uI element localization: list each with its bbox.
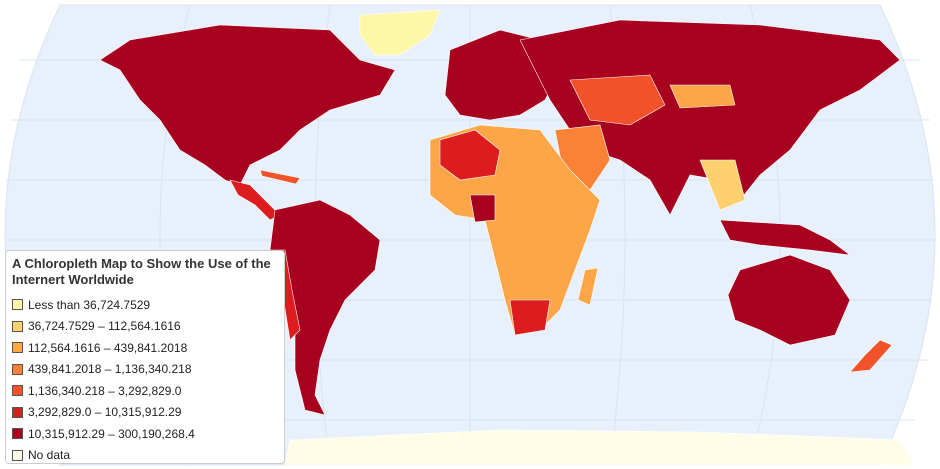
legend-items: Less than 36,724.7529 36,724.7529 – 112,5… (12, 294, 278, 466)
antarctica (284, 429, 916, 466)
legend: A Chloropleth Map to Show the Use of the… (5, 250, 285, 464)
legend-swatch (12, 449, 23, 461)
legend-label: 439,841.2018 – 1,136,340.218 (28, 362, 192, 377)
legend-swatch (12, 428, 23, 440)
legend-item[interactable]: 3,292,829.0 – 10,315,912.29 (12, 402, 278, 424)
new-zealand (849, 339, 893, 373)
indonesia (719, 219, 852, 256)
legend-label: 1,136,340.218 – 3,292,829.0 (28, 383, 182, 398)
legend-swatch (12, 385, 23, 397)
mongolia (669, 84, 736, 109)
southeast-asia (699, 159, 746, 211)
legend-label: No data (28, 448, 71, 463)
south-africa (509, 299, 551, 336)
greenland (359, 9, 441, 56)
legend-item[interactable]: No data (12, 445, 278, 467)
legend-item[interactable]: 36,724.7529 – 112,564.1616 (12, 316, 278, 338)
legend-label: 36,724.7529 – 112,564.1616 (28, 319, 181, 334)
legend-swatch (12, 320, 23, 332)
legend-item[interactable]: 1,136,340.218 – 3,292,829.0 (12, 380, 278, 402)
legend-label: 10,315,912.29 – 300,190,268.4 (28, 426, 195, 441)
legend-label: 3,292,829.0 – 10,315,912.29 (28, 405, 182, 420)
land (99, 9, 916, 466)
legend-swatch (12, 299, 23, 311)
legend-label: Less than 36,724.7529 (28, 297, 151, 312)
madagascar (577, 267, 599, 306)
australia (727, 254, 851, 346)
north-america (99, 24, 396, 186)
legend-swatch (12, 363, 23, 375)
north-africa (439, 129, 501, 181)
legend-swatch (12, 406, 23, 418)
legend-title: A Chloropleth Map to Show the Use of the… (12, 256, 271, 287)
legend-item[interactable]: 112,564.1616 – 439,841.2018 (12, 337, 278, 359)
legend-item[interactable]: Less than 36,724.7529 (12, 294, 278, 316)
legend-swatch (12, 342, 23, 354)
caribbean (259, 169, 301, 185)
central-asia (569, 74, 666, 126)
nigeria (469, 194, 496, 223)
legend-item[interactable]: 10,315,912.29 – 300,190,268.4 (12, 423, 278, 445)
legend-label: 112,564.1616 – 439,841.2018 (28, 340, 188, 355)
legend-item[interactable]: 439,841.2018 – 1,136,340.218 (12, 359, 278, 381)
